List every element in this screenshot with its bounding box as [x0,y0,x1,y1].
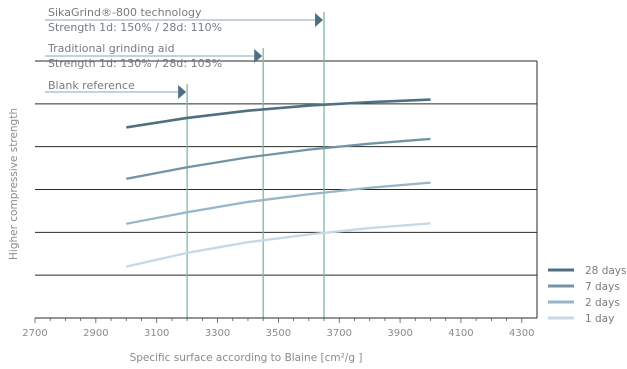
x-tick-label: 4100 [448,328,473,339]
series-line-1-day [126,222,431,268]
series-line-28-days [126,98,431,129]
marker-label-1: Blank reference [48,79,135,92]
marker-label-3: SikaGrind®-800 technology [48,6,202,19]
grid-lines [35,60,538,318]
series-line-7-days [126,137,431,180]
x-tick-label: 3900 [387,328,412,339]
y-axis-title: Higher compressive strength [8,108,20,260]
x-tick-label: 2900 [83,328,108,339]
marker-strength-2: Strength 1d: 130% / 28d: 105% [48,57,222,70]
legend-label: 7 days [585,281,620,293]
x-axis-title: Specific surface according to Blaine [cm… [130,352,363,364]
legend-label: 1 day [585,313,614,325]
series-line-2-days [126,181,431,225]
x-axis: 2700 2900 3100 3300 3500 3700 3900 4100 4300 [22,317,537,339]
x-tick-label: 3300 [205,328,230,339]
x-tick-label: 3700 [327,328,352,339]
legend: 28 days 7 days 2 days 1 day [548,265,626,325]
marker-strength-3: Strength 1d: 150% / 28d: 110% [48,21,222,34]
marker-arrow-head-1 [178,85,187,99]
legend-label: 2 days [585,297,620,309]
marker-label-2: Traditional grinding aid [47,42,175,55]
legend-label: 28 days [585,265,626,277]
x-tick-label: 3500 [266,328,291,339]
x-tick-label: 2700 [22,328,47,339]
x-tick-label: 4300 [509,328,534,339]
marker-arrow-head-3 [315,13,324,27]
x-tick-label: 3100 [144,328,169,339]
marker-arrow-head-2 [254,49,263,63]
reference-markers: Blank reference Traditional grinding aid S… [45,6,325,318]
series-lines [126,98,431,268]
